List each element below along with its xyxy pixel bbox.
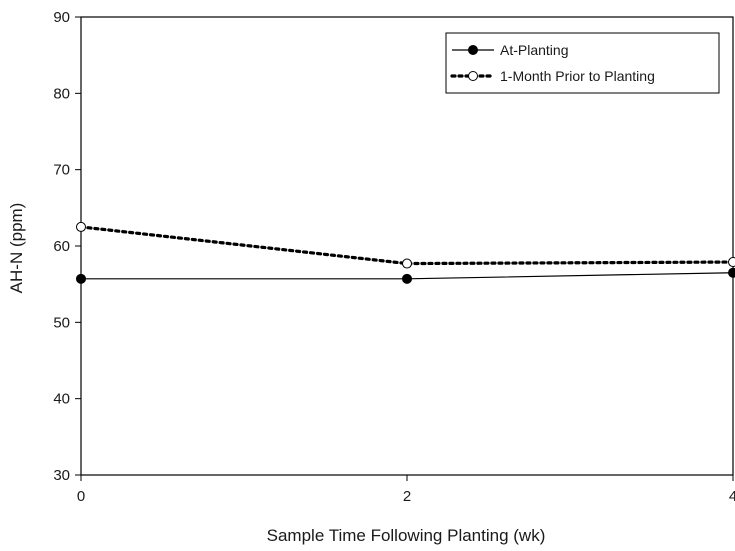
legend-marker-1 [468, 45, 478, 55]
x-tick-label: 2 [403, 488, 411, 505]
data-point-series-2 [76, 221, 86, 232]
legend-label-1: At-Planting [500, 42, 568, 58]
y-tick-label: 90 [53, 9, 70, 26]
data-point-series-1 [402, 273, 412, 284]
data-point-series-2 [402, 258, 412, 269]
series-layer [76, 221, 735, 284]
x-tick-label: 4 [729, 488, 735, 505]
series-line-2 [79, 225, 735, 266]
y-axis-title: AH-N (ppm) [7, 203, 26, 294]
y-tick-label: 50 [53, 314, 70, 331]
y-tick-label: 40 [53, 391, 70, 408]
y-tick-label: 30 [53, 467, 70, 484]
data-point-series-1 [76, 273, 86, 284]
data-point-series-1 [728, 267, 735, 278]
y-tick-label: 60 [53, 238, 70, 255]
legend: At-Planting 1-Month Prior to Planting [445, 32, 720, 94]
x-axis-title: Sample Time Following Planting (wk) [267, 526, 546, 545]
legend-label-2: 1-Month Prior to Planting [500, 68, 655, 84]
legend-entries: At-Planting 1-Month Prior to Planting [450, 42, 655, 84]
legend-box [445, 32, 720, 94]
y-tick-label: 70 [53, 162, 70, 179]
legend-marker-2 [468, 71, 478, 81]
x-axis-ticks: 0 2 4 [77, 475, 735, 505]
data-point-series-2 [728, 257, 735, 268]
y-tick-label: 80 [53, 85, 70, 102]
y-axis-ticks: 30 40 50 60 70 80 90 [53, 9, 81, 484]
x-tick-label: 0 [77, 488, 85, 505]
